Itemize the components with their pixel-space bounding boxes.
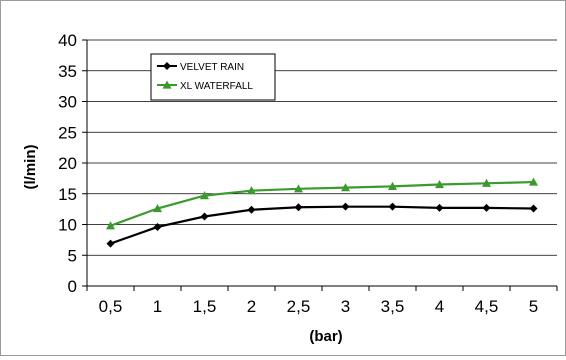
y-tick-label: 25 xyxy=(58,123,77,142)
data-point-xl-waterfall xyxy=(388,181,397,190)
data-point-xl-waterfall xyxy=(153,204,162,213)
legend-label-velvet-rain: VELVET RAIN xyxy=(180,62,244,73)
data-point-velvet-rain xyxy=(153,222,162,231)
x-tick-label: 1 xyxy=(153,297,162,316)
x-tick-label: 2,5 xyxy=(287,297,311,316)
series-xl-waterfall xyxy=(106,177,538,230)
data-point-xl-waterfall xyxy=(294,184,303,193)
legend-label-xl-waterfall: XL WATERFALL xyxy=(180,81,253,92)
x-tick-label: 4 xyxy=(435,297,444,316)
legend-marker-velvet-rain xyxy=(163,62,171,70)
data-point-velvet-rain xyxy=(200,212,209,221)
x-tick-label: 1,5 xyxy=(193,297,217,316)
y-tick-label: 0 xyxy=(68,277,77,296)
line-chart: 0 5 10 15 20 25 30 35 40 0,5 1 1,5 2 2,5 3 3,5 4 4,5 5 VEL… xyxy=(22,31,558,345)
data-point-xl-waterfall xyxy=(106,221,115,230)
legend: VELVET RAIN XL WATERFALL xyxy=(150,53,276,101)
series-layer xyxy=(106,177,538,248)
data-point-velvet-rain xyxy=(294,203,303,212)
data-point-xl-waterfall xyxy=(435,180,444,189)
y-tick-label: 20 xyxy=(58,154,77,173)
x-tick-label: 2 xyxy=(247,297,256,316)
x-tick-label: 3,5 xyxy=(381,297,405,316)
y-tick-label: 15 xyxy=(58,185,77,204)
series-velvet-rain xyxy=(106,202,538,248)
data-point-velvet-rain xyxy=(435,203,444,212)
y-axis-title: (l/min) xyxy=(22,145,39,190)
legend-marker-xl-waterfall xyxy=(162,80,172,89)
data-point-velvet-rain xyxy=(529,204,538,213)
data-point-xl-waterfall xyxy=(247,186,256,195)
y-tick-label: 35 xyxy=(58,62,77,81)
data-point-velvet-rain xyxy=(388,202,397,211)
data-point-xl-waterfall xyxy=(482,178,491,187)
x-tick-label: 3 xyxy=(341,297,350,316)
y-tick-label: 40 xyxy=(58,31,77,50)
data-point-xl-waterfall xyxy=(200,191,209,200)
data-point-xl-waterfall xyxy=(529,177,538,186)
x-axis-title: (bar) xyxy=(309,328,342,345)
x-tick-label: 5 xyxy=(529,297,538,316)
y-tick-label: 30 xyxy=(58,93,77,112)
x-tick-label: 0,5 xyxy=(99,297,123,316)
tick-label-layer: 0 5 10 15 20 25 30 35 40 0,5 1 1,5 2 2,5 3 3,5 4 4,5 5 xyxy=(58,31,538,316)
x-tick-label: 4,5 xyxy=(475,297,499,316)
y-tick-label: 5 xyxy=(68,246,77,265)
data-point-velvet-rain xyxy=(341,202,350,211)
data-point-velvet-rain xyxy=(106,239,115,248)
series-line-velvet-rain xyxy=(110,205,534,245)
legend-box xyxy=(150,53,276,101)
data-point-velvet-rain xyxy=(482,203,491,212)
y-tick-label: 10 xyxy=(58,216,77,235)
data-point-velvet-rain xyxy=(247,205,256,214)
axis-layer xyxy=(82,39,558,291)
series-line-xl-waterfall xyxy=(110,180,534,227)
data-point-xl-waterfall xyxy=(341,183,350,192)
